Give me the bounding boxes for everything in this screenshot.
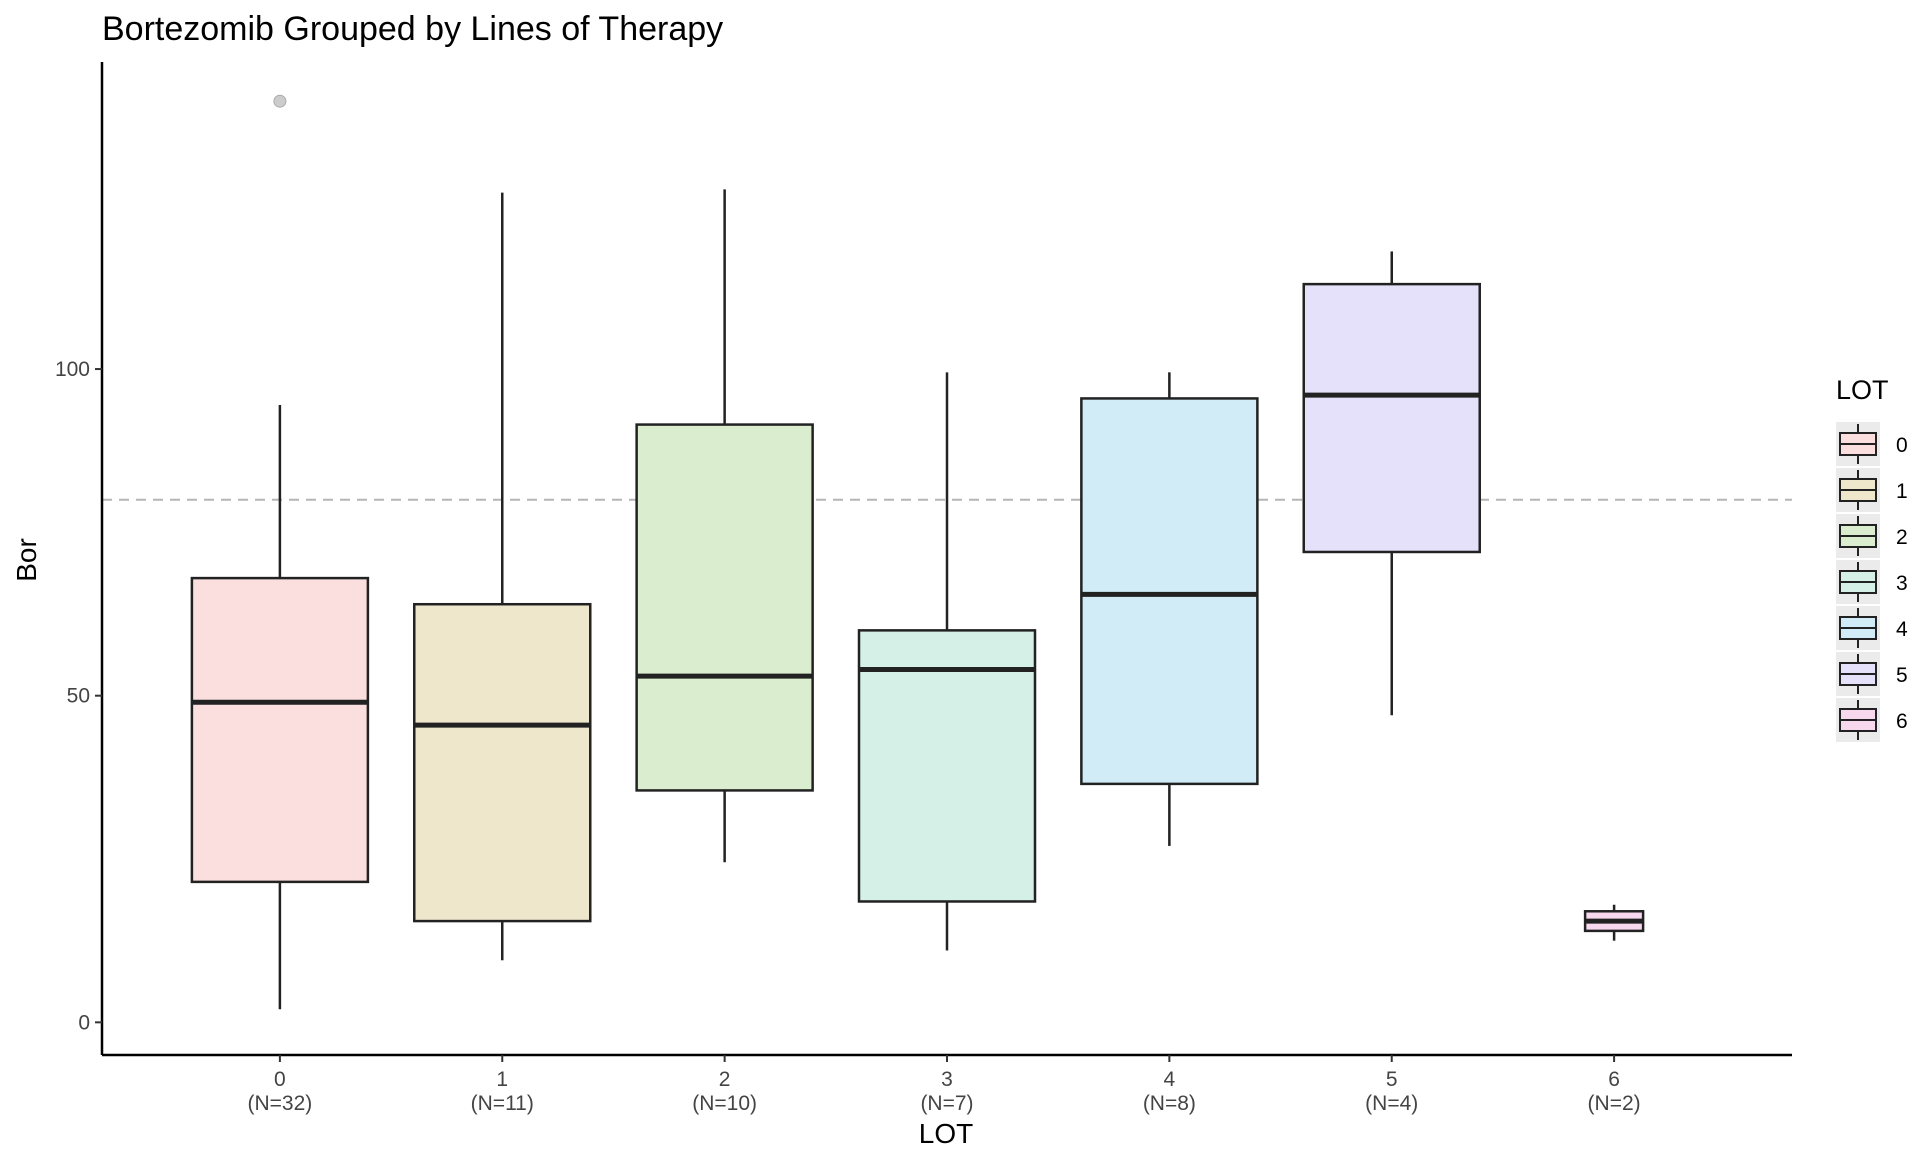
outlier-point xyxy=(273,94,287,108)
legend-title: LOT xyxy=(1836,375,1889,405)
x-tick-label: 3 xyxy=(941,1068,953,1091)
n-label: (N=7) xyxy=(920,1092,973,1115)
box-group-6 xyxy=(1583,904,1645,941)
n-label: (N=32) xyxy=(248,1092,313,1115)
box xyxy=(413,602,592,923)
box-group-2 xyxy=(635,189,814,863)
legend-item-2: 2 xyxy=(1836,514,1908,558)
box-group-4 xyxy=(1080,372,1259,846)
box xyxy=(190,576,370,884)
legend-label: 0 xyxy=(1896,434,1908,457)
box xyxy=(1080,397,1259,786)
legend-label: 4 xyxy=(1896,618,1908,641)
y-tick-label: 50 xyxy=(67,685,90,708)
y-tick-label: 100 xyxy=(55,358,90,381)
legend-item-4: 4 xyxy=(1836,606,1908,650)
x-tick-label: 6 xyxy=(1608,1068,1620,1091)
legend: 0 1 2 3 4 5 6 xyxy=(1836,422,1908,742)
box-group-1 xyxy=(413,192,592,961)
n-label: (N=10) xyxy=(692,1092,757,1115)
legend-label: 2 xyxy=(1896,526,1908,549)
box-group-5 xyxy=(1302,251,1481,716)
box xyxy=(1302,282,1481,554)
n-label: (N=8) xyxy=(1143,1092,1196,1115)
legend-item-3: 3 xyxy=(1836,560,1908,604)
n-label: (N=2) xyxy=(1588,1092,1641,1115)
legend-label: 3 xyxy=(1896,572,1908,595)
legend-item-5: 5 xyxy=(1836,652,1908,696)
x-tick-label: 4 xyxy=(1164,1068,1176,1091)
chart-title: Bortezomib Grouped by Lines of Therapy xyxy=(102,10,723,48)
y-tick-label: 0 xyxy=(78,1011,90,1034)
y-axis-title: Bor xyxy=(11,538,42,582)
x-tick-label: 5 xyxy=(1386,1068,1398,1091)
n-label: (N=11) xyxy=(471,1092,534,1115)
box-group-3 xyxy=(857,372,1037,951)
legend-label: 5 xyxy=(1896,664,1908,687)
x-axis-title: LOT xyxy=(919,1118,973,1149)
legend-item-6: 6 xyxy=(1836,698,1908,742)
x-tick-label: 1 xyxy=(496,1068,508,1091)
legend-label: 6 xyxy=(1896,710,1908,733)
x-tick-label: 2 xyxy=(719,1068,731,1091)
x-tick-label: 0 xyxy=(274,1068,286,1091)
box-group-0 xyxy=(190,94,370,1010)
box xyxy=(857,629,1037,903)
box xyxy=(635,423,814,792)
n-label: (N=4) xyxy=(1365,1092,1418,1115)
legend-item-0: 0 xyxy=(1836,422,1908,466)
plot-area: 0501000(N=32)1(N=11)2(N=10)3(N=7)4(N=8)5… xyxy=(55,62,1792,1115)
legend-label: 1 xyxy=(1896,480,1908,503)
legend-item-1: 1 xyxy=(1836,468,1908,512)
